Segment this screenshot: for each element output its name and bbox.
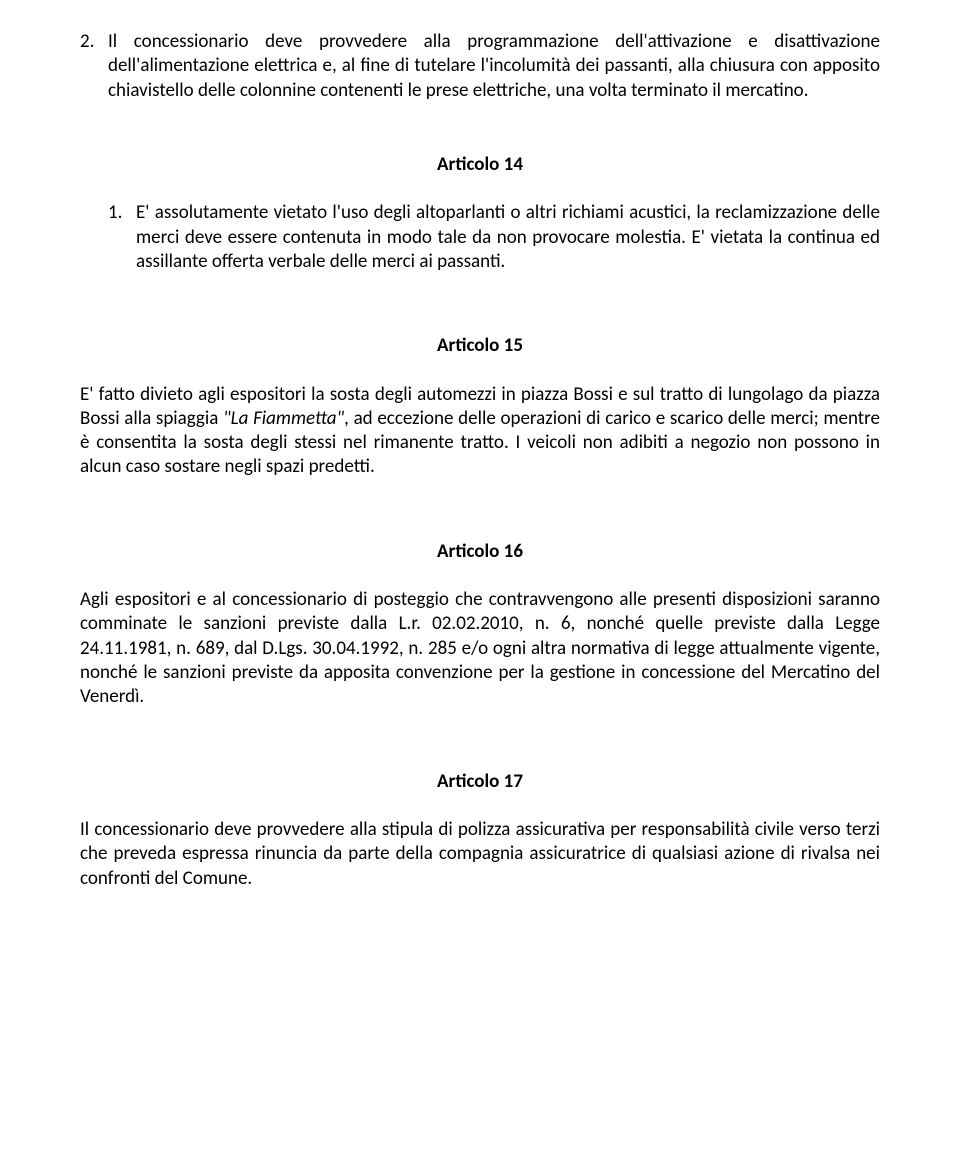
article-15-heading: Articolo 15 bbox=[80, 334, 880, 358]
article-14-heading: Articolo 14 bbox=[80, 153, 880, 177]
article-17-paragraph: Il concessionario deve provvedere alla s… bbox=[80, 818, 880, 891]
article-14-item-1: 1. E' assolutamente vietato l'uso degli … bbox=[80, 201, 880, 274]
article-17-heading: Articolo 17 bbox=[80, 770, 880, 794]
article-16-paragraph: Agli espositori e al concessionario di p… bbox=[80, 588, 880, 710]
item-marker: 2. bbox=[80, 30, 108, 103]
article-16-heading: Articolo 16 bbox=[80, 540, 880, 564]
article-15-paragraph: E' fatto divieto agli espositori la sost… bbox=[80, 383, 880, 480]
italic-text: "La Fiammetta" bbox=[223, 407, 344, 430]
item-text: E' assolutamente vietato l'uso degli alt… bbox=[136, 201, 880, 274]
item-marker: 1. bbox=[108, 201, 136, 274]
document-page: 2. Il concessionario deve provvedere all… bbox=[0, 0, 960, 1162]
numbered-item-2: 2. Il concessionario deve provvedere all… bbox=[80, 30, 880, 103]
item-text: Il concessionario deve provvedere alla p… bbox=[108, 30, 880, 103]
